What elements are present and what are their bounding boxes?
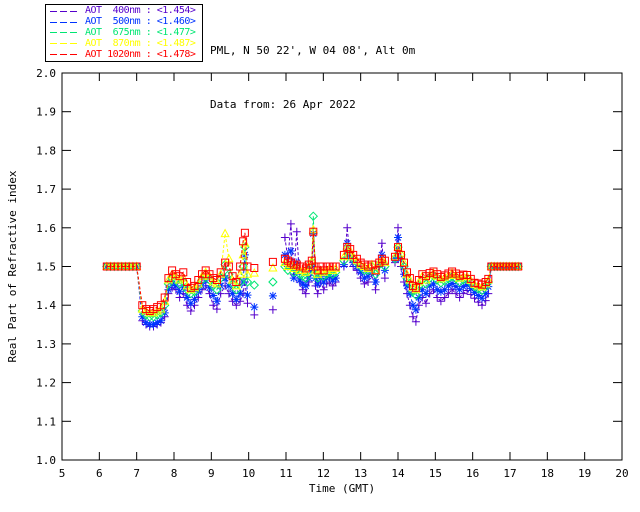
x-axis-title: Time (GMT) bbox=[309, 482, 375, 495]
x-tick-label: 19 bbox=[578, 467, 591, 480]
legend-item-675nm: AOT 675nm : <1.477> bbox=[50, 26, 202, 39]
y-tick-label: 2.0 bbox=[36, 67, 56, 80]
legend-item-label: AOT 400nm : <1.454> bbox=[85, 5, 196, 17]
x-tick-label: 18 bbox=[541, 467, 554, 480]
legend-item-label: AOT 675nm : <1.477> bbox=[85, 26, 196, 38]
x-tick-label: 16 bbox=[466, 467, 479, 480]
x-axis: 5 6 7 8 9 10 11 12 13 14 15 16 17 18 19 20 bbox=[59, 73, 629, 480]
x-tick-label: 10 bbox=[242, 467, 255, 480]
y-tick-label: 1.6 bbox=[36, 222, 56, 235]
y-tick-label: 1.7 bbox=[36, 183, 56, 196]
legend-dash-line-icon bbox=[50, 21, 80, 23]
x-tick-label: 15 bbox=[429, 467, 442, 480]
legend-dash-line-icon bbox=[50, 10, 80, 12]
legend-item-870nm: AOT 870nm : <1.487> bbox=[50, 38, 202, 49]
y-tick-label: 1.2 bbox=[36, 377, 56, 390]
legend-dash-line-icon bbox=[50, 32, 80, 34]
y-tick-label: 1.8 bbox=[36, 144, 56, 157]
x-tick-label: 12 bbox=[317, 467, 330, 480]
y-tick-label: 1.4 bbox=[36, 299, 56, 312]
station-info: PML, N 50 22', W 04 08', Alt 0m bbox=[210, 44, 416, 57]
legend-item-500nm: AOT 500nm : <1.460> bbox=[50, 17, 202, 28]
x-tick-label: 7 bbox=[133, 467, 140, 480]
x-tick-label: 14 bbox=[391, 467, 405, 480]
legend-item-label: AOT 1020nm : <1.478> bbox=[85, 48, 196, 60]
header-block: PML, N 50 22', W 04 08', Alt 0m Data fro… bbox=[210, 6, 415, 150]
x-tick-label: 11 bbox=[279, 467, 292, 480]
x-tick-label: 17 bbox=[503, 467, 516, 480]
legend-dash-line-icon bbox=[50, 43, 80, 45]
x-tick-label: 6 bbox=[96, 467, 103, 480]
legend: AOT 400nm : <1.454> AOT 500nm : <1.460> … bbox=[45, 4, 203, 62]
series-aot-1020nm bbox=[102, 227, 523, 315]
legend-item-400nm: AOT 400nm : <1.454> bbox=[50, 6, 202, 17]
legend-item-1020nm: AOT 1020nm : <1.478> bbox=[50, 49, 202, 60]
x-tick-label: 8 bbox=[171, 467, 178, 480]
y-tick-label: 1.3 bbox=[36, 338, 56, 351]
legend-item-label: AOT 500nm : <1.460> bbox=[85, 16, 196, 28]
legend-item-label: AOT 870nm : <1.487> bbox=[85, 37, 196, 49]
y-axis-title: Real Part of Refractive index bbox=[6, 170, 19, 362]
x-tick-label: 9 bbox=[208, 467, 215, 480]
x-tick-label: 5 bbox=[59, 467, 66, 480]
data-date: Data from: 26 Apr 2022 bbox=[210, 98, 356, 111]
x-tick-label: 20 bbox=[615, 467, 628, 480]
legend-dash-line-icon bbox=[50, 54, 80, 56]
y-axis: 1.0 1.1 1.2 1.3 1.4 1.5 1.6 1.7 1.8 1.9 2.0 bbox=[36, 67, 622, 467]
y-tick-label: 1.5 bbox=[36, 261, 56, 274]
y-tick-label: 1.1 bbox=[36, 415, 56, 428]
y-tick-label: 1.0 bbox=[36, 454, 56, 467]
x-tick-label: 13 bbox=[354, 467, 367, 480]
y-tick-label: 1.9 bbox=[36, 106, 56, 119]
